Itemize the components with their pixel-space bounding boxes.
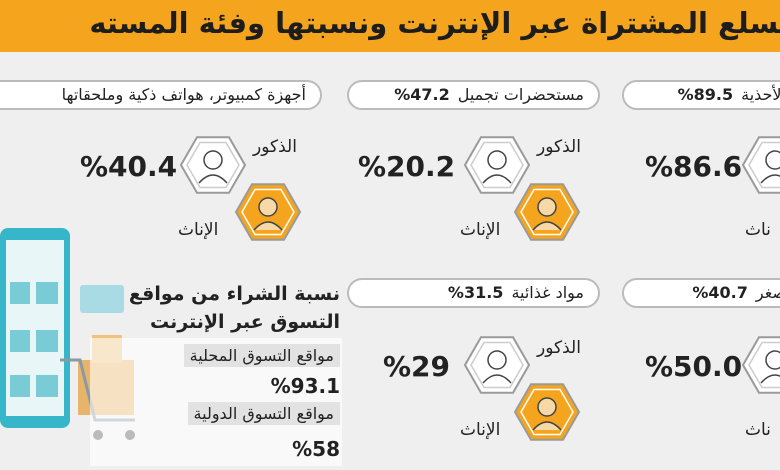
head	[203, 150, 223, 170]
site-value: %93.1	[270, 374, 340, 398]
body	[760, 174, 780, 184]
share: %89.5	[677, 85, 734, 104]
hex-inner	[470, 141, 524, 189]
product	[36, 330, 58, 352]
body	[532, 221, 562, 231]
hex-inner	[520, 188, 574, 236]
pill: الأحذية %89.5	[622, 80, 780, 110]
female-label: الإناث	[178, 220, 219, 240]
product	[36, 375, 58, 397]
share: %40.7	[692, 283, 748, 302]
product	[10, 375, 30, 397]
hex-inner	[748, 141, 780, 189]
head	[537, 397, 557, 417]
pill: مستحضرات تجميل %47.2	[347, 80, 600, 110]
pill: صغر %40.7	[622, 278, 780, 308]
pill: مواد غذائية %31.5	[347, 278, 600, 308]
card	[80, 285, 124, 313]
head	[487, 150, 507, 170]
male-label: الذكور	[537, 137, 581, 157]
product	[10, 282, 30, 304]
head	[537, 197, 557, 217]
body	[482, 374, 512, 384]
label: أجهزة كمبيوتر، هواتف ذكية وملحقاتها	[61, 85, 306, 104]
head	[765, 150, 780, 170]
head	[765, 350, 780, 370]
title: السلع المشتراة عبر الإنترنت ونسبتها وفئة…	[89, 6, 780, 40]
product	[36, 282, 58, 304]
hex-inner	[470, 341, 524, 389]
share: %31.5	[447, 283, 504, 302]
body	[532, 421, 562, 431]
pill: أجهزة كمبيوتر، هواتف ذكية وملحقاتها	[0, 80, 322, 110]
product	[10, 330, 30, 352]
female-label: ناث	[745, 420, 771, 440]
head	[487, 350, 507, 370]
female-label: ناث	[745, 220, 771, 240]
hex-inner	[748, 341, 780, 389]
male-label: الذكور	[253, 137, 297, 157]
site-label: مواقع التسوق المحلية	[183, 344, 340, 367]
male-label: الذكور	[537, 338, 581, 358]
sites-heading: نسبة الشراء من مواقع التسوق عبر الإنترنت	[128, 283, 340, 333]
site-value: %58	[292, 437, 340, 461]
head	[258, 197, 278, 217]
body	[198, 174, 228, 184]
hex-inner	[241, 188, 295, 236]
value: %50.0	[645, 350, 743, 383]
hex-inner	[186, 141, 240, 189]
value: %20.2	[358, 150, 456, 183]
label: صغر	[755, 283, 780, 302]
share: %47.2	[394, 85, 450, 104]
label: مواد غذائية	[511, 283, 584, 302]
female-label: الإناث	[460, 420, 501, 440]
site-label: مواقع التسوق الدولية	[187, 402, 340, 425]
body	[482, 174, 512, 184]
value: %29	[383, 350, 451, 383]
label: مستحضرات تجميل	[457, 85, 584, 104]
body	[253, 221, 283, 231]
label: الأحذية	[741, 85, 780, 104]
title-bar	[0, 0, 780, 52]
value: %86.6	[645, 150, 743, 183]
value: %40.4	[80, 150, 178, 183]
body	[760, 374, 780, 384]
female-label: الإناث	[460, 220, 501, 240]
hex-inner	[520, 388, 574, 436]
